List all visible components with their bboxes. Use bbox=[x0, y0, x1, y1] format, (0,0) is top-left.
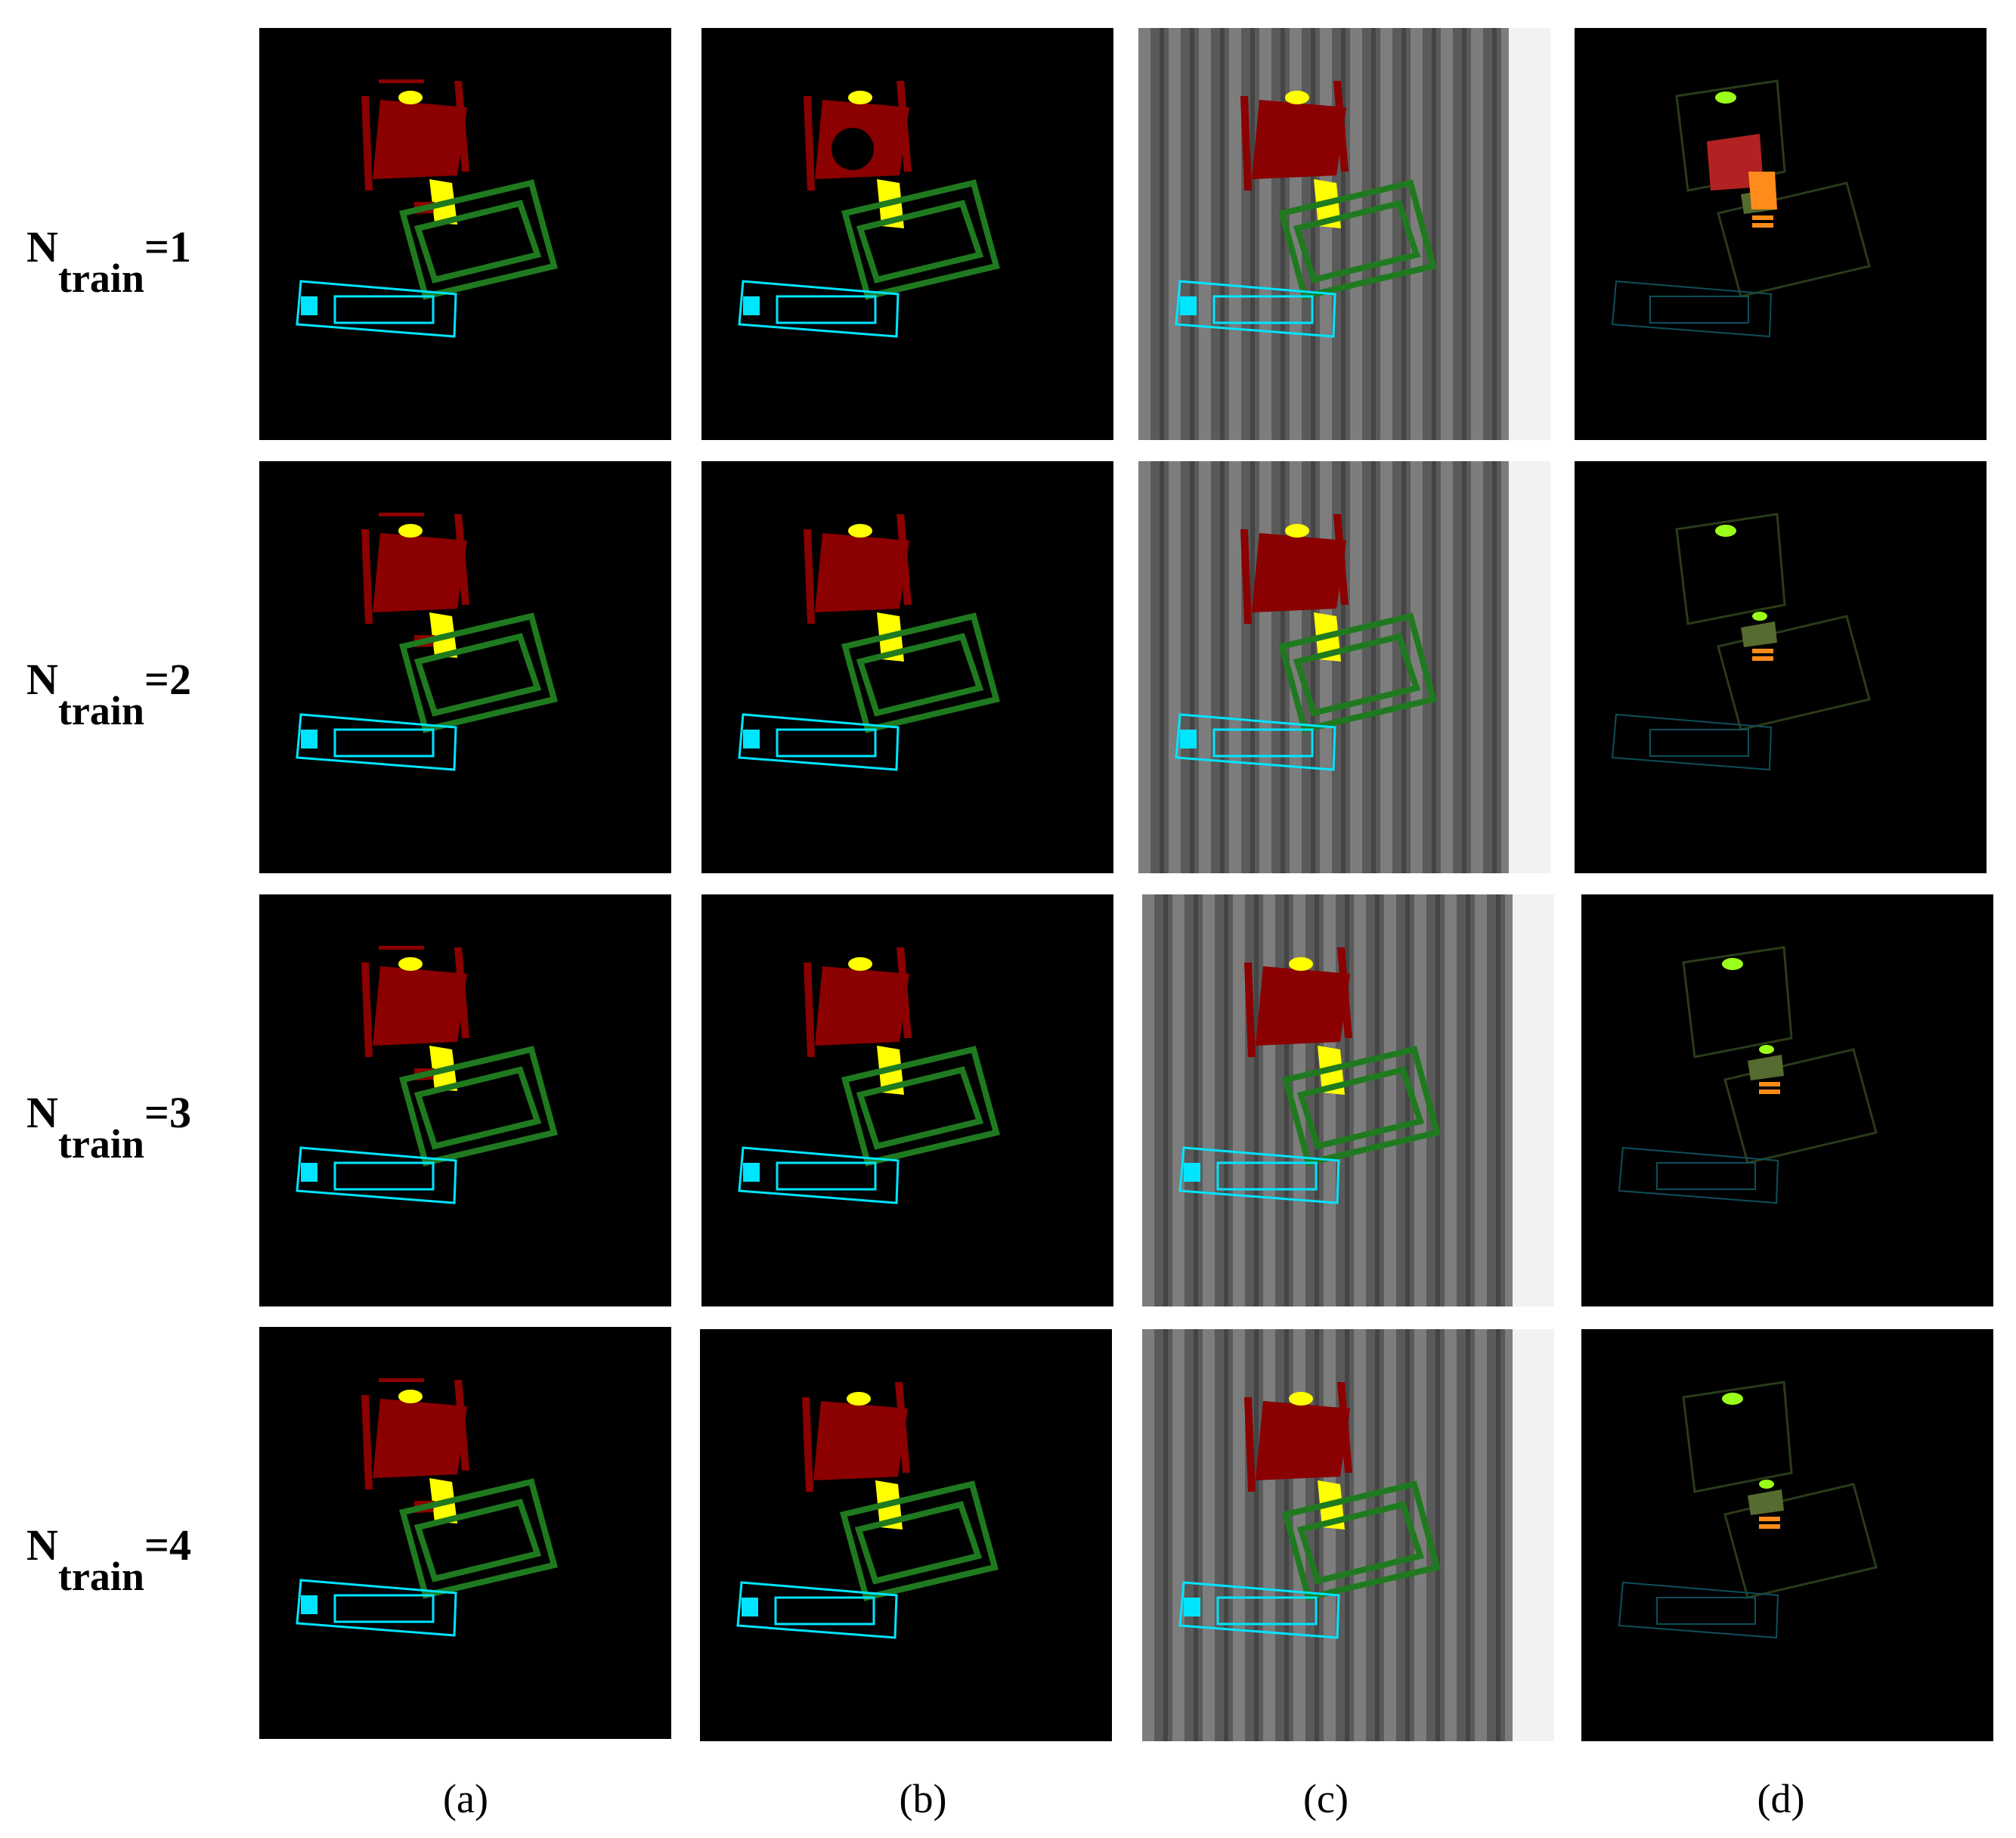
column-label-c: (c) bbox=[1303, 1776, 1349, 1821]
row-label-3: Ntrain=3 bbox=[26, 1088, 191, 1165]
panel-row4-c-overlay bbox=[1142, 1329, 1554, 1741]
row-label-subscript: train bbox=[57, 1554, 144, 1599]
panel-row1-d-error-map bbox=[1575, 28, 1987, 440]
row-label-symbol: N bbox=[26, 1520, 58, 1570]
row-label-value: =4 bbox=[144, 1520, 191, 1570]
panel-row4-a-ground-truth bbox=[259, 1327, 671, 1739]
panel-row2-a-ground-truth bbox=[259, 461, 671, 873]
row-label-value: =3 bbox=[144, 1088, 191, 1137]
row-label-symbol: N bbox=[26, 1088, 58, 1137]
panel-row3-a-ground-truth bbox=[259, 894, 671, 1306]
row-label-4: Ntrain=4 bbox=[26, 1520, 191, 1598]
row-label-value: =2 bbox=[144, 655, 191, 704]
panel-row4-b-prediction bbox=[700, 1329, 1112, 1741]
panel-row1-b-prediction bbox=[701, 28, 1113, 440]
column-label-b: (b) bbox=[899, 1776, 947, 1821]
row-label-subscript: train bbox=[57, 1121, 144, 1167]
panel-row3-b-prediction bbox=[701, 894, 1113, 1306]
panel-row1-c-overlay bbox=[1138, 28, 1550, 440]
row-label-subscript: train bbox=[57, 256, 144, 301]
row-label-symbol: N bbox=[26, 222, 58, 271]
panel-row1-a-ground-truth bbox=[259, 28, 671, 440]
row-label-value: =1 bbox=[144, 222, 191, 271]
panel-row4-d-error-map bbox=[1581, 1329, 1993, 1741]
panel-row2-c-overlay bbox=[1138, 461, 1550, 873]
panel-row2-d-error-map bbox=[1575, 461, 1987, 873]
panel-row2-b-prediction bbox=[701, 461, 1113, 873]
row-label-symbol: N bbox=[26, 655, 58, 704]
panel-row3-d-error-map bbox=[1581, 894, 1993, 1306]
row-label-2: Ntrain=2 bbox=[26, 655, 191, 732]
row-label-subscript: train bbox=[57, 688, 144, 733]
panel-row3-c-overlay bbox=[1142, 894, 1554, 1306]
column-label-a: (a) bbox=[443, 1776, 488, 1821]
column-label-d: (d) bbox=[1757, 1776, 1805, 1821]
row-label-1: Ntrain=1 bbox=[26, 222, 191, 299]
